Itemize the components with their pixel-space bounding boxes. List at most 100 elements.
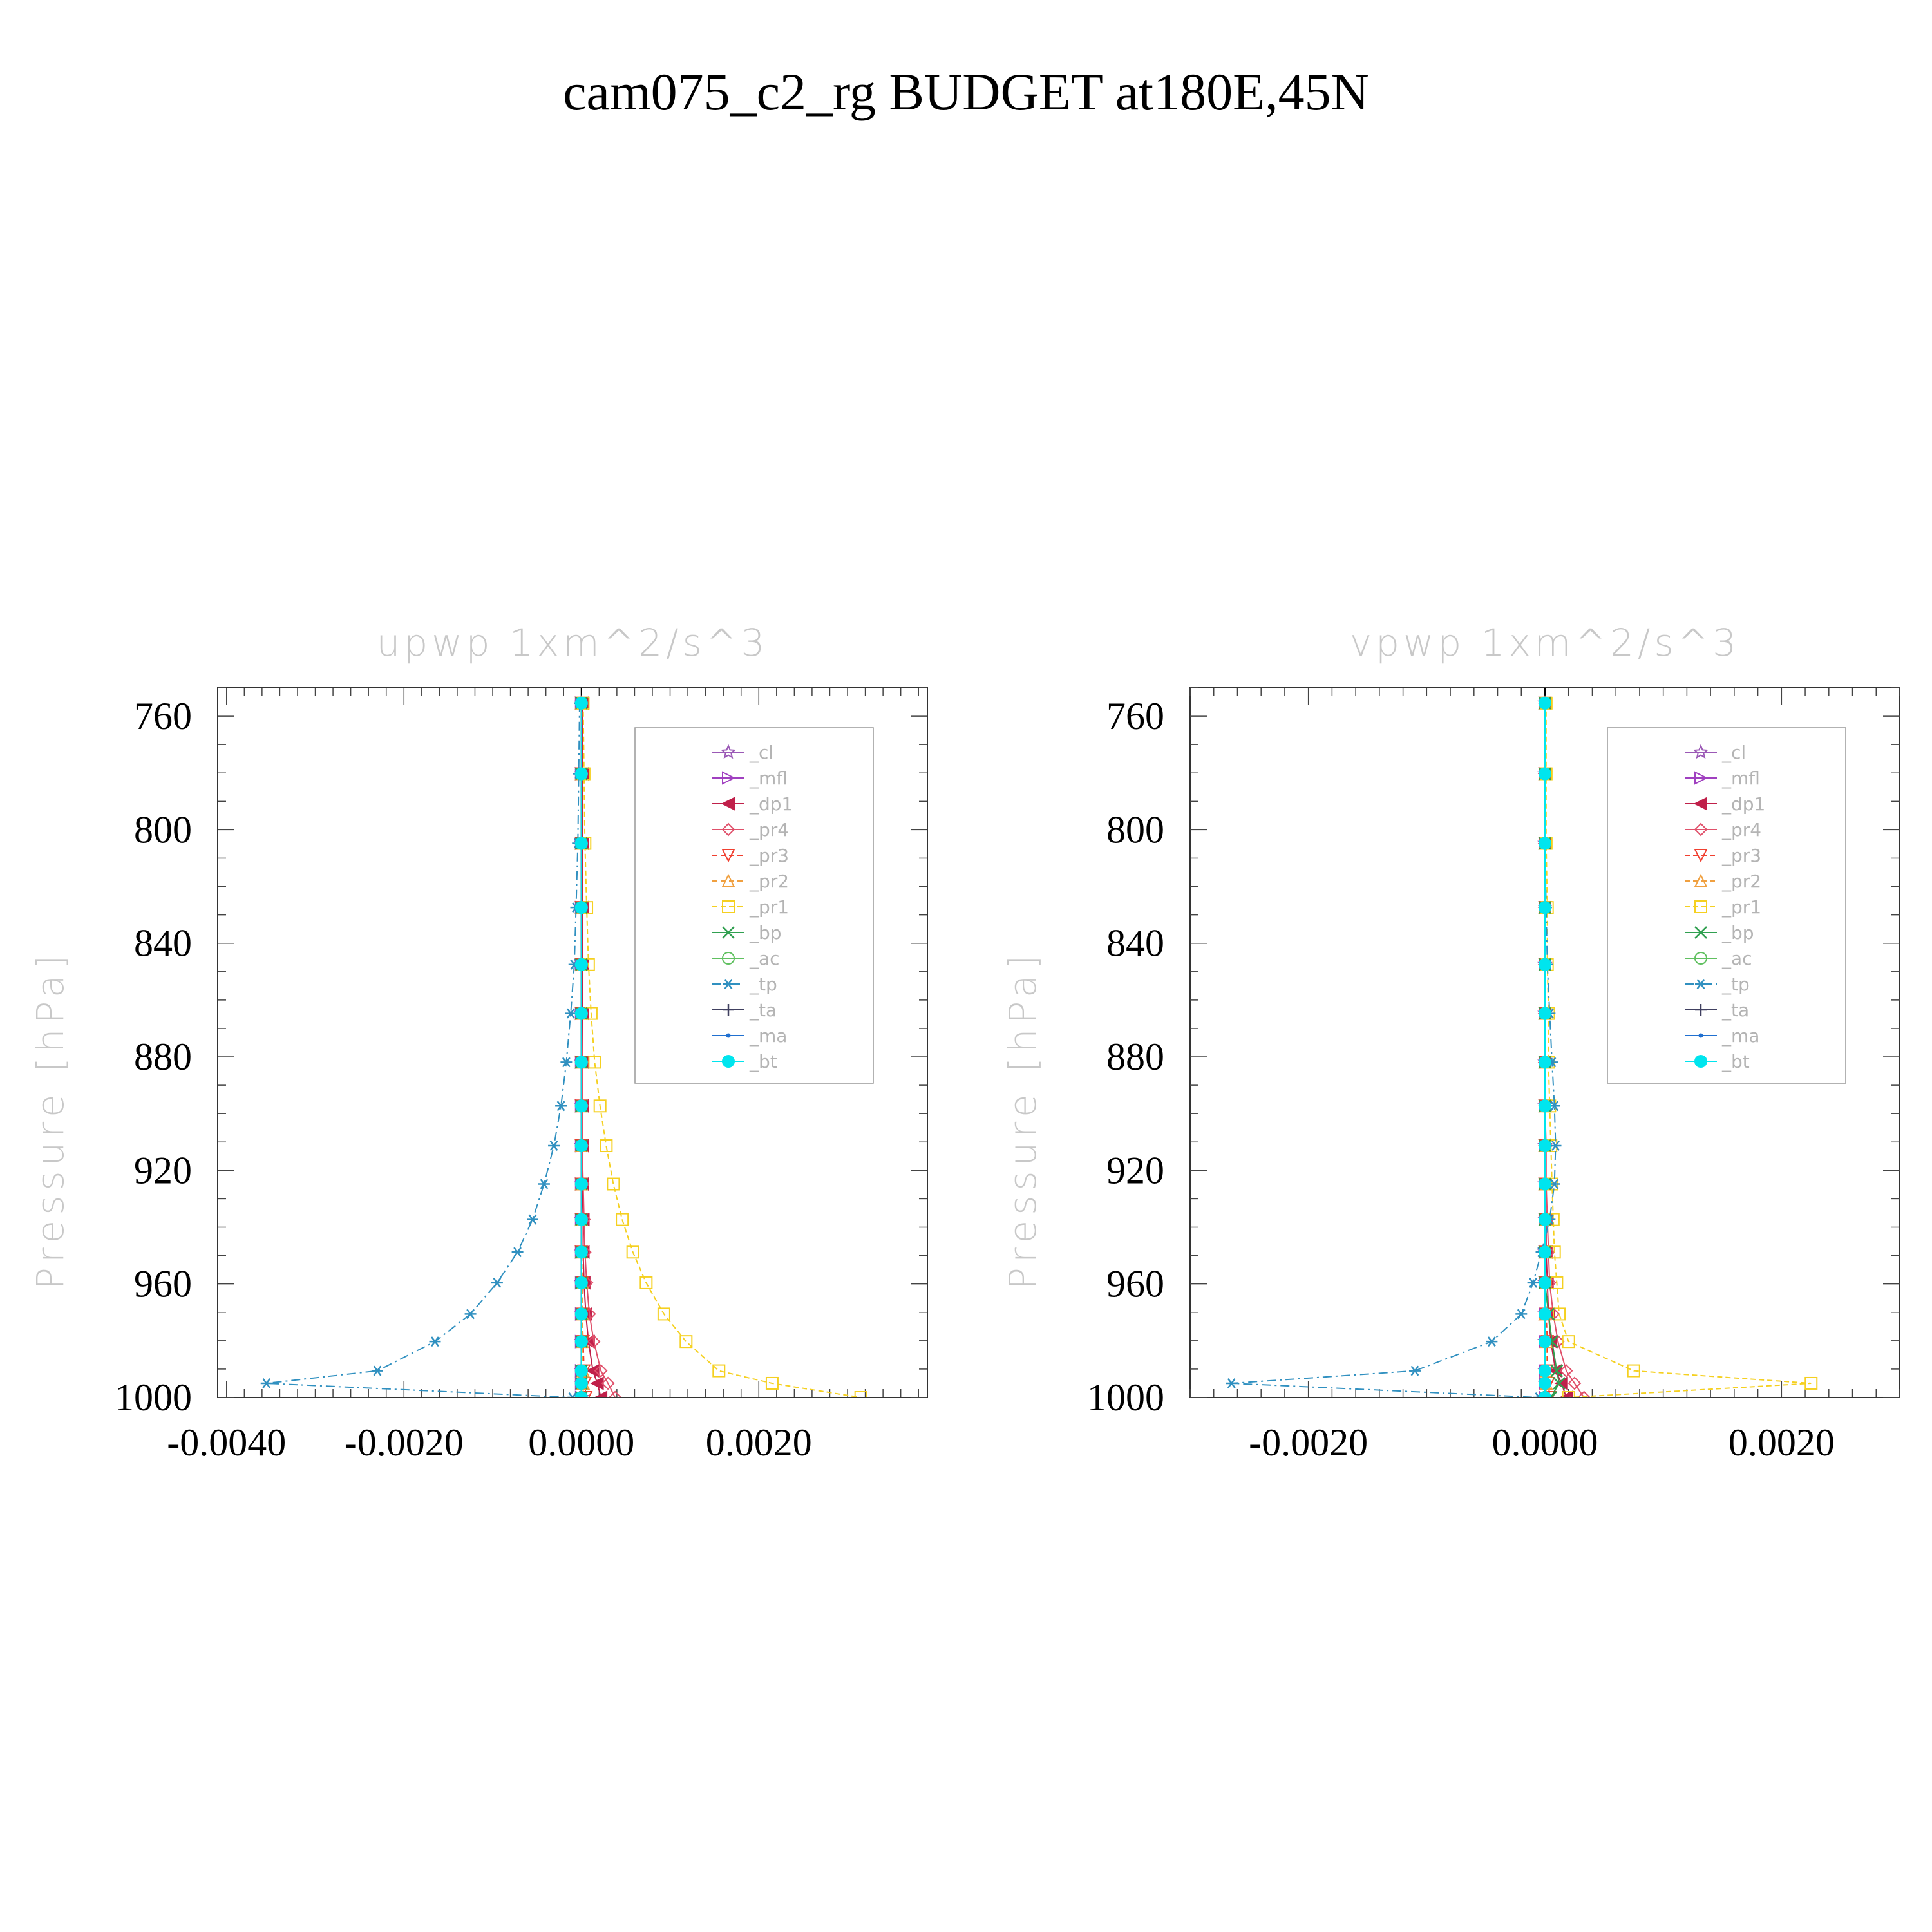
data-point-pr4 bbox=[601, 1376, 615, 1390]
data-point-bt bbox=[1539, 696, 1551, 710]
data-point-bt bbox=[574, 1391, 588, 1397]
data-point-tp bbox=[491, 1277, 503, 1288]
legend-marker-tp bbox=[723, 979, 734, 989]
data-point-pr4 bbox=[608, 1390, 622, 1397]
x-tick-label: -0.0020 bbox=[1249, 1421, 1368, 1464]
legend-marker-pr1 bbox=[722, 900, 735, 913]
legend-marker-pr1 bbox=[1694, 900, 1707, 913]
data-point-tp bbox=[1515, 1309, 1528, 1320]
legend-label: _ta bbox=[749, 999, 777, 1021]
data-point-tp bbox=[560, 1057, 573, 1068]
y-tick-label: 920 bbox=[1106, 1149, 1164, 1191]
legend-marker-tp bbox=[1695, 979, 1707, 989]
legend-marker-mfl bbox=[1694, 771, 1709, 785]
legend-label: _ta bbox=[1721, 999, 1749, 1021]
data-point-bt bbox=[574, 767, 588, 781]
data-point-dp1 bbox=[593, 1390, 608, 1397]
data-point-pr1 bbox=[616, 1213, 629, 1226]
data-point-bt bbox=[1539, 1364, 1551, 1378]
panel-title: vpwp 1xm^2/s^3 bbox=[1350, 621, 1740, 665]
panel-upwp: upwp 1xm^2/s^3 Pressure [hPa] 760 800 840 880… bbox=[28, 621, 928, 1464]
y-tick-label: 1000 bbox=[1087, 1376, 1164, 1419]
legend-label: _pr3 bbox=[1721, 845, 1761, 866]
legend-marker-ac bbox=[1694, 952, 1707, 965]
data-point-bp bbox=[1553, 1377, 1566, 1390]
legend-marker-cl bbox=[1693, 744, 1709, 759]
legend-marker-ma bbox=[1698, 1033, 1703, 1038]
data-point-bt bbox=[574, 1307, 588, 1321]
data-point-pr1 bbox=[1627, 1364, 1640, 1378]
legend-marker-cl bbox=[721, 744, 736, 759]
data-point-bt bbox=[1539, 1056, 1551, 1069]
legend-label: _pr1 bbox=[1721, 896, 1761, 918]
data-point-tp bbox=[555, 1101, 567, 1112]
data-point-tp bbox=[1549, 1141, 1562, 1151]
data-point-pr1 bbox=[593, 1099, 607, 1113]
legend-label: _dp1 bbox=[1721, 793, 1765, 815]
legend: _cl _mfl _dp1 _pr4 _pr3 _pr2 _pr1 _bp _ac _tp _ta _… bbox=[1607, 727, 1846, 1084]
legend: _cl _mfl _dp1 _pr4 _pr3 _pr2 _pr1 _bp _ac _tp _ta _… bbox=[634, 727, 874, 1084]
data-point-pr1 bbox=[1553, 1307, 1566, 1321]
legend-marker-pr2 bbox=[721, 873, 735, 887]
data-point-bt bbox=[574, 1056, 588, 1069]
x-tick-label: -0.0020 bbox=[345, 1421, 464, 1464]
data-point-bt bbox=[1539, 1213, 1551, 1226]
data-point-tp bbox=[565, 1008, 577, 1019]
legend-label: _cl bbox=[1721, 742, 1746, 763]
main-title: cam075_c2_rg BUDGET at180E,45N bbox=[563, 62, 1369, 121]
data-point-pr1 bbox=[712, 1364, 726, 1378]
legend-marker-pr2 bbox=[1694, 873, 1708, 887]
data-point-tp bbox=[527, 1214, 539, 1225]
legend-label: _ac bbox=[1721, 948, 1752, 969]
data-point-dp1 bbox=[585, 1363, 600, 1378]
data-point-pr1 bbox=[600, 1139, 613, 1153]
data-point-bt bbox=[574, 1099, 588, 1113]
legend-marker-ta bbox=[723, 1004, 734, 1016]
legend-label: _ma bbox=[749, 1025, 787, 1046]
y-tick-label: 760 bbox=[134, 695, 192, 737]
legend-label: _tp bbox=[749, 974, 777, 995]
x-tick-label: 0.0020 bbox=[706, 1421, 812, 1464]
legend-marker-bp bbox=[722, 926, 735, 939]
data-point-pr4 bbox=[1567, 1376, 1582, 1390]
legend-label: _bp bbox=[749, 922, 782, 943]
legend-box bbox=[1607, 727, 1846, 1084]
x-tick-label: 0.0020 bbox=[1728, 1421, 1835, 1464]
legend-marker-dp1 bbox=[721, 797, 735, 811]
data-point-pr4 bbox=[587, 1334, 601, 1349]
y-tick-label: 960 bbox=[134, 1263, 192, 1305]
data-point-bt bbox=[1539, 767, 1551, 781]
data-point-dp1 bbox=[590, 1376, 604, 1390]
data-point-tp bbox=[567, 1392, 578, 1397]
data-point-bt bbox=[1539, 1177, 1551, 1191]
data-point-bp bbox=[1550, 1364, 1564, 1378]
legend-label: _mfl bbox=[749, 768, 788, 789]
data-point-tp bbox=[429, 1336, 441, 1347]
data-point-bt bbox=[574, 1276, 588, 1289]
data-point-tp bbox=[464, 1309, 477, 1320]
legend-label: _ma bbox=[1721, 1025, 1759, 1046]
data-point-pr4 bbox=[1559, 1364, 1573, 1378]
y-tick-label: 800 bbox=[134, 808, 192, 851]
legend-marker-pr3 bbox=[1694, 849, 1708, 863]
legend-marker-pr4 bbox=[721, 822, 735, 837]
x-tick-label: -0.0040 bbox=[167, 1421, 286, 1464]
data-point-pr1 bbox=[854, 1391, 867, 1397]
data-point-pr1 bbox=[657, 1307, 670, 1321]
plot-area bbox=[260, 695, 867, 1397]
y-tick-label: 840 bbox=[1106, 922, 1164, 965]
legend-label: _bt bbox=[1721, 1051, 1750, 1072]
y-tick-label: 880 bbox=[1106, 1036, 1164, 1078]
x-tick-label: 0.0000 bbox=[1492, 1421, 1598, 1464]
legend-marker-ac bbox=[722, 952, 735, 965]
y-tick-label: 800 bbox=[1106, 808, 1164, 851]
data-point-pr1 bbox=[639, 1276, 653, 1289]
legend-marker-dp1 bbox=[1693, 797, 1707, 811]
legend-label: _bt bbox=[749, 1051, 777, 1072]
series-line-tp bbox=[266, 703, 580, 1397]
data-point-bt bbox=[1539, 1276, 1551, 1289]
legend-marker-mfl bbox=[722, 771, 736, 785]
legend-marker-pr4 bbox=[1694, 822, 1708, 837]
data-point-tp bbox=[1527, 1277, 1539, 1288]
